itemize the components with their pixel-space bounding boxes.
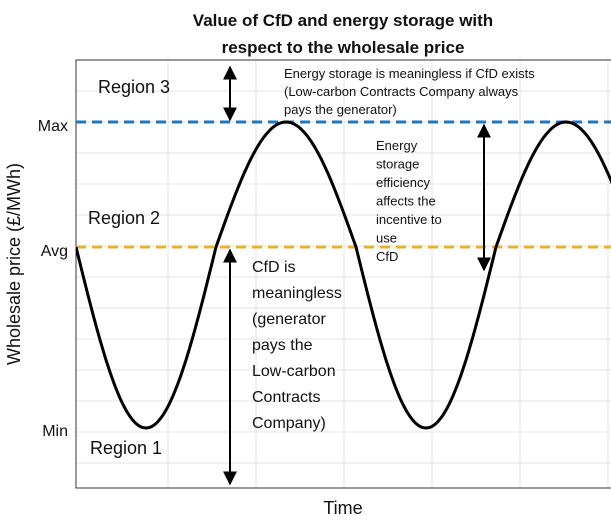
x-axis-label: Time [323,498,362,518]
annotation: Energy storage is meaningless if CfD exi… [284,66,535,117]
annotation-line: Low-carbon [252,363,336,380]
y-tick-label: Max [38,118,68,135]
plot-frame [75,59,611,489]
annotation-line: incentive to [376,212,442,227]
annotation-line: use [376,231,397,246]
annotation-line: (generator [252,311,326,328]
annotation-line: storage [376,157,419,172]
y-tick-label: Avg [41,243,68,260]
annotation-line: pays the generator) [284,102,397,117]
annotation: CfD is meaningless (generator pays the Low-c… [252,259,342,432]
annotation-line: CfD [376,249,398,264]
annotation-line: Energy [376,138,418,153]
price-curve [76,120,611,430]
annotation-line: CfD is [252,259,296,276]
annotation-line: Company) [252,415,326,432]
annotation-line: meaningless [252,285,342,302]
annotation-line: affects the [376,194,436,209]
region-label: Region 2 [88,208,160,228]
region-label: Region 1 [90,438,162,458]
annotation-line: efficiency [376,175,430,190]
region-label: Region 3 [98,77,170,97]
y-axis-label: Wholesale price (£/MWh) [4,163,24,365]
annotation-line: pays the [252,337,313,354]
annotation: Energy storage efficiency affects the incent… [376,138,442,264]
title: Value of CfD and energy storage with [193,11,493,30]
title: respect to the wholesale price [222,38,465,57]
annotation-line: Contracts [252,389,320,406]
annotation-line: (Low-carbon Contracts Company always [284,84,519,99]
annotation-line: Energy storage is meaningless if CfD exi… [284,66,535,81]
y-tick-label: Min [42,423,68,440]
